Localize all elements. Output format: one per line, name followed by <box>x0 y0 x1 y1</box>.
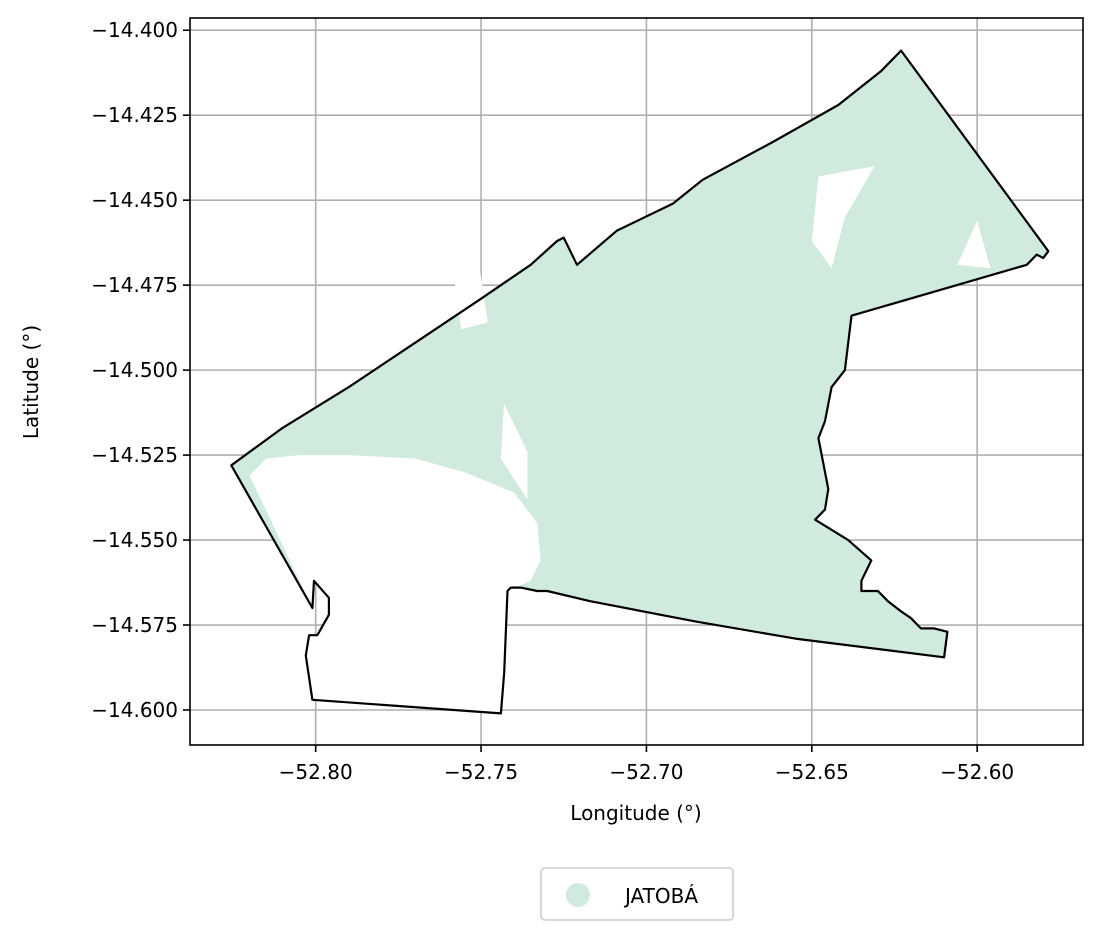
x-tick-label: −52.75 <box>444 760 518 784</box>
y-tick-label: −14.425 <box>91 103 178 127</box>
map-layers <box>230 49 1050 715</box>
unclassified-patch <box>302 523 329 564</box>
municipality-boundary <box>230 49 1050 715</box>
unclassified-patch <box>448 210 488 330</box>
y-tick-label: −14.500 <box>91 358 178 382</box>
y-tick-label: −14.400 <box>91 18 178 42</box>
y-tick-label: −14.600 <box>91 698 178 722</box>
plot-frame <box>189 17 1084 746</box>
x-tick-label: −52.65 <box>775 760 849 784</box>
legend-box <box>540 867 734 921</box>
unclassified-patch <box>811 166 875 269</box>
y-tick-label: −14.525 <box>91 443 178 467</box>
x-axis-title: Longitude (°) <box>570 801 701 825</box>
unclassified-patches <box>302 166 991 564</box>
legend-label: JATOBÁ <box>623 884 698 908</box>
y-axis-title: Latitude (°) <box>19 325 43 439</box>
legend-marker-circle <box>566 883 590 907</box>
unclassified-area <box>249 455 541 714</box>
x-tick-label: −52.80 <box>279 760 353 784</box>
y-tick-label: −14.450 <box>91 188 178 212</box>
y-tick-label: −14.475 <box>91 273 178 297</box>
unclassified-patch <box>957 220 991 269</box>
x-axis-ticks: −52.80 −52.75 −52.70 −52.65 −52.60 <box>279 745 1014 784</box>
legend: JATOBÁ <box>540 867 734 921</box>
unclassified-patch <box>500 400 528 500</box>
y-axis-ticks: −14.400 −14.425 −14.450 −14.475 −14.500 −14.5… <box>91 18 190 722</box>
x-tick-label: −52.70 <box>609 760 683 784</box>
unclassified-patch <box>428 523 468 561</box>
x-tick-label: −52.60 <box>940 760 1014 784</box>
y-tick-label: −14.575 <box>91 613 178 637</box>
y-tick-label: −14.550 <box>91 528 178 552</box>
